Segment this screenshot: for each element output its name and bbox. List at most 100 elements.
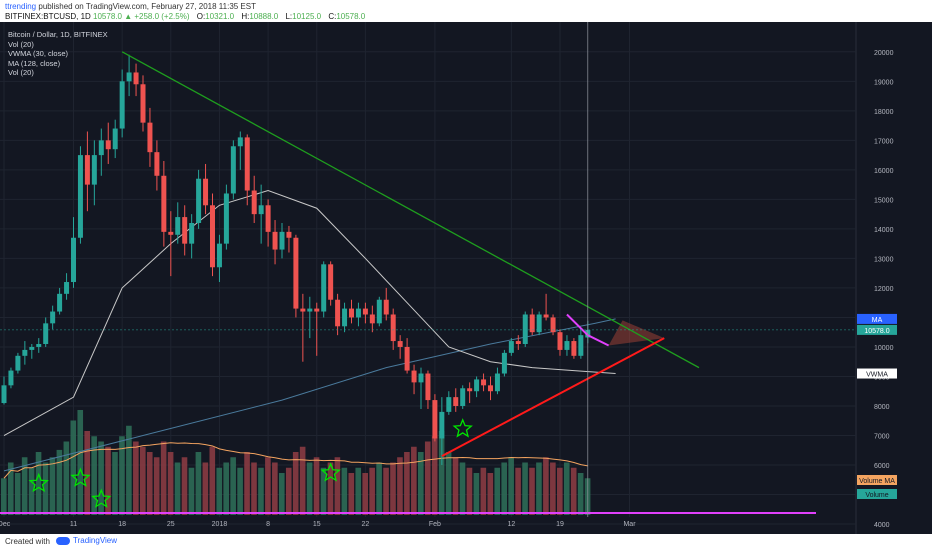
- candle-body: [494, 373, 500, 392]
- volume-bar: [487, 473, 494, 515]
- volume-bar: [445, 452, 452, 515]
- volume-bar: [21, 457, 28, 515]
- volume-bar: [334, 457, 341, 515]
- volume-bar: [7, 462, 14, 515]
- y-tick-label: 6000: [874, 463, 890, 470]
- publish-header: ttrending published on TradingView.com, …: [0, 0, 932, 22]
- candle-body: [404, 346, 410, 371]
- candle-body: [460, 388, 466, 406]
- candle-body: [529, 314, 535, 333]
- candle-body: [432, 400, 438, 439]
- volume-bar: [202, 462, 209, 515]
- candle-body: [453, 397, 459, 406]
- volume-label-box: [857, 475, 897, 485]
- candle-body: [203, 178, 209, 206]
- candle-body: [50, 311, 56, 324]
- volume-bar: [272, 462, 278, 515]
- candle-body: [71, 237, 76, 283]
- volume-bar: [418, 452, 424, 515]
- candle-body: [418, 373, 424, 383]
- close-label: C:: [328, 12, 337, 21]
- candle-body: [8, 370, 14, 386]
- volume-bar: [35, 452, 42, 515]
- candle-body: [349, 308, 354, 318]
- y-tick-label: 12000: [874, 286, 894, 293]
- symbol-label[interactable]: BITFINEX:BTCUSD, 1D: [5, 12, 91, 21]
- candle-body: [77, 155, 83, 238]
- volume-bar: [105, 446, 111, 515]
- low-label: L:: [285, 12, 293, 21]
- volume-bar: [369, 467, 375, 515]
- candle-body: [300, 308, 306, 312]
- candle-body: [488, 385, 493, 392]
- volume-bar: [494, 467, 501, 515]
- volume-bar: [216, 467, 223, 515]
- x-tick-label: Dec: [0, 521, 11, 528]
- volume-bar: [438, 431, 445, 515]
- support-trendline: [441, 337, 665, 458]
- chart-area[interactable]: 4000500060007000800090001000011000120001…: [0, 22, 932, 534]
- candle-body: [557, 332, 563, 350]
- footer: Created with TradingView: [0, 534, 932, 550]
- candle-body: [439, 411, 445, 439]
- candle-body: [321, 264, 327, 312]
- candle-body: [536, 314, 542, 333]
- volume-bar: [570, 467, 577, 515]
- last-price: 10578.0: [93, 12, 122, 21]
- volume-bar: [529, 467, 535, 515]
- volume-bar: [306, 462, 313, 515]
- indicator-legend: Bitcoin / Dollar, 1D, BITFINEX Vol (20) …: [8, 30, 108, 78]
- published-text: published on TradingView.com, February 2…: [38, 2, 256, 11]
- volume-bar: [390, 462, 396, 515]
- price-label-text: VWMA: [866, 372, 888, 379]
- volume-bar: [181, 457, 188, 515]
- volume-bar: [292, 452, 299, 515]
- candle-body: [383, 299, 389, 315]
- candle-body: [258, 205, 264, 215]
- volume-bar: [160, 441, 167, 515]
- volume-bar: [473, 473, 480, 515]
- volume-bar: [279, 473, 285, 515]
- volume-bar: [167, 452, 174, 515]
- volume-bar: [431, 436, 438, 515]
- candle-body: [230, 146, 236, 194]
- candle-body: [189, 222, 195, 244]
- legend-volume: Vol (20): [8, 39, 34, 49]
- author-link[interactable]: ttrending: [5, 2, 37, 11]
- volume-bar: [466, 467, 473, 515]
- tradingview-brand[interactable]: TradingView: [56, 536, 117, 545]
- star-marker-icon: [70, 467, 91, 487]
- candle-body: [196, 178, 202, 223]
- candle-body: [140, 84, 146, 123]
- candle-body: [425, 373, 431, 401]
- candle-body: [168, 231, 174, 235]
- volume-bar: [42, 462, 49, 515]
- star-marker-icon: [320, 462, 341, 482]
- volume-bar: [251, 462, 257, 515]
- candle-body: [501, 352, 507, 374]
- x-tick-label: Feb: [429, 521, 441, 528]
- star-marker-icon: [28, 472, 49, 493]
- volume-bar: [230, 457, 236, 515]
- volume-bar: [91, 436, 97, 515]
- candle-body: [182, 217, 188, 244]
- volume-bar: [508, 457, 514, 515]
- candle-body: [578, 335, 584, 356]
- volume-bar: [28, 467, 35, 515]
- x-tick-label: 25: [167, 521, 175, 528]
- y-tick-label: 17000: [874, 138, 894, 145]
- price-chart[interactable]: 4000500060007000800090001000011000120001…: [0, 22, 932, 534]
- x-tick-label: 19: [556, 521, 564, 528]
- candle-body: [390, 314, 396, 342]
- candle-body: [251, 190, 257, 215]
- x-tick-label: 2018: [212, 521, 228, 528]
- volume-bar: [404, 452, 410, 515]
- candle-body: [43, 323, 49, 345]
- candle-body: [293, 237, 299, 309]
- price-label-text: MA: [872, 317, 883, 324]
- y-tick-label: 18000: [874, 109, 894, 116]
- price-label-box: [857, 313, 897, 324]
- candle-body: [244, 137, 250, 191]
- ma-128-line: [3, 318, 616, 472]
- candle-body: [307, 308, 313, 312]
